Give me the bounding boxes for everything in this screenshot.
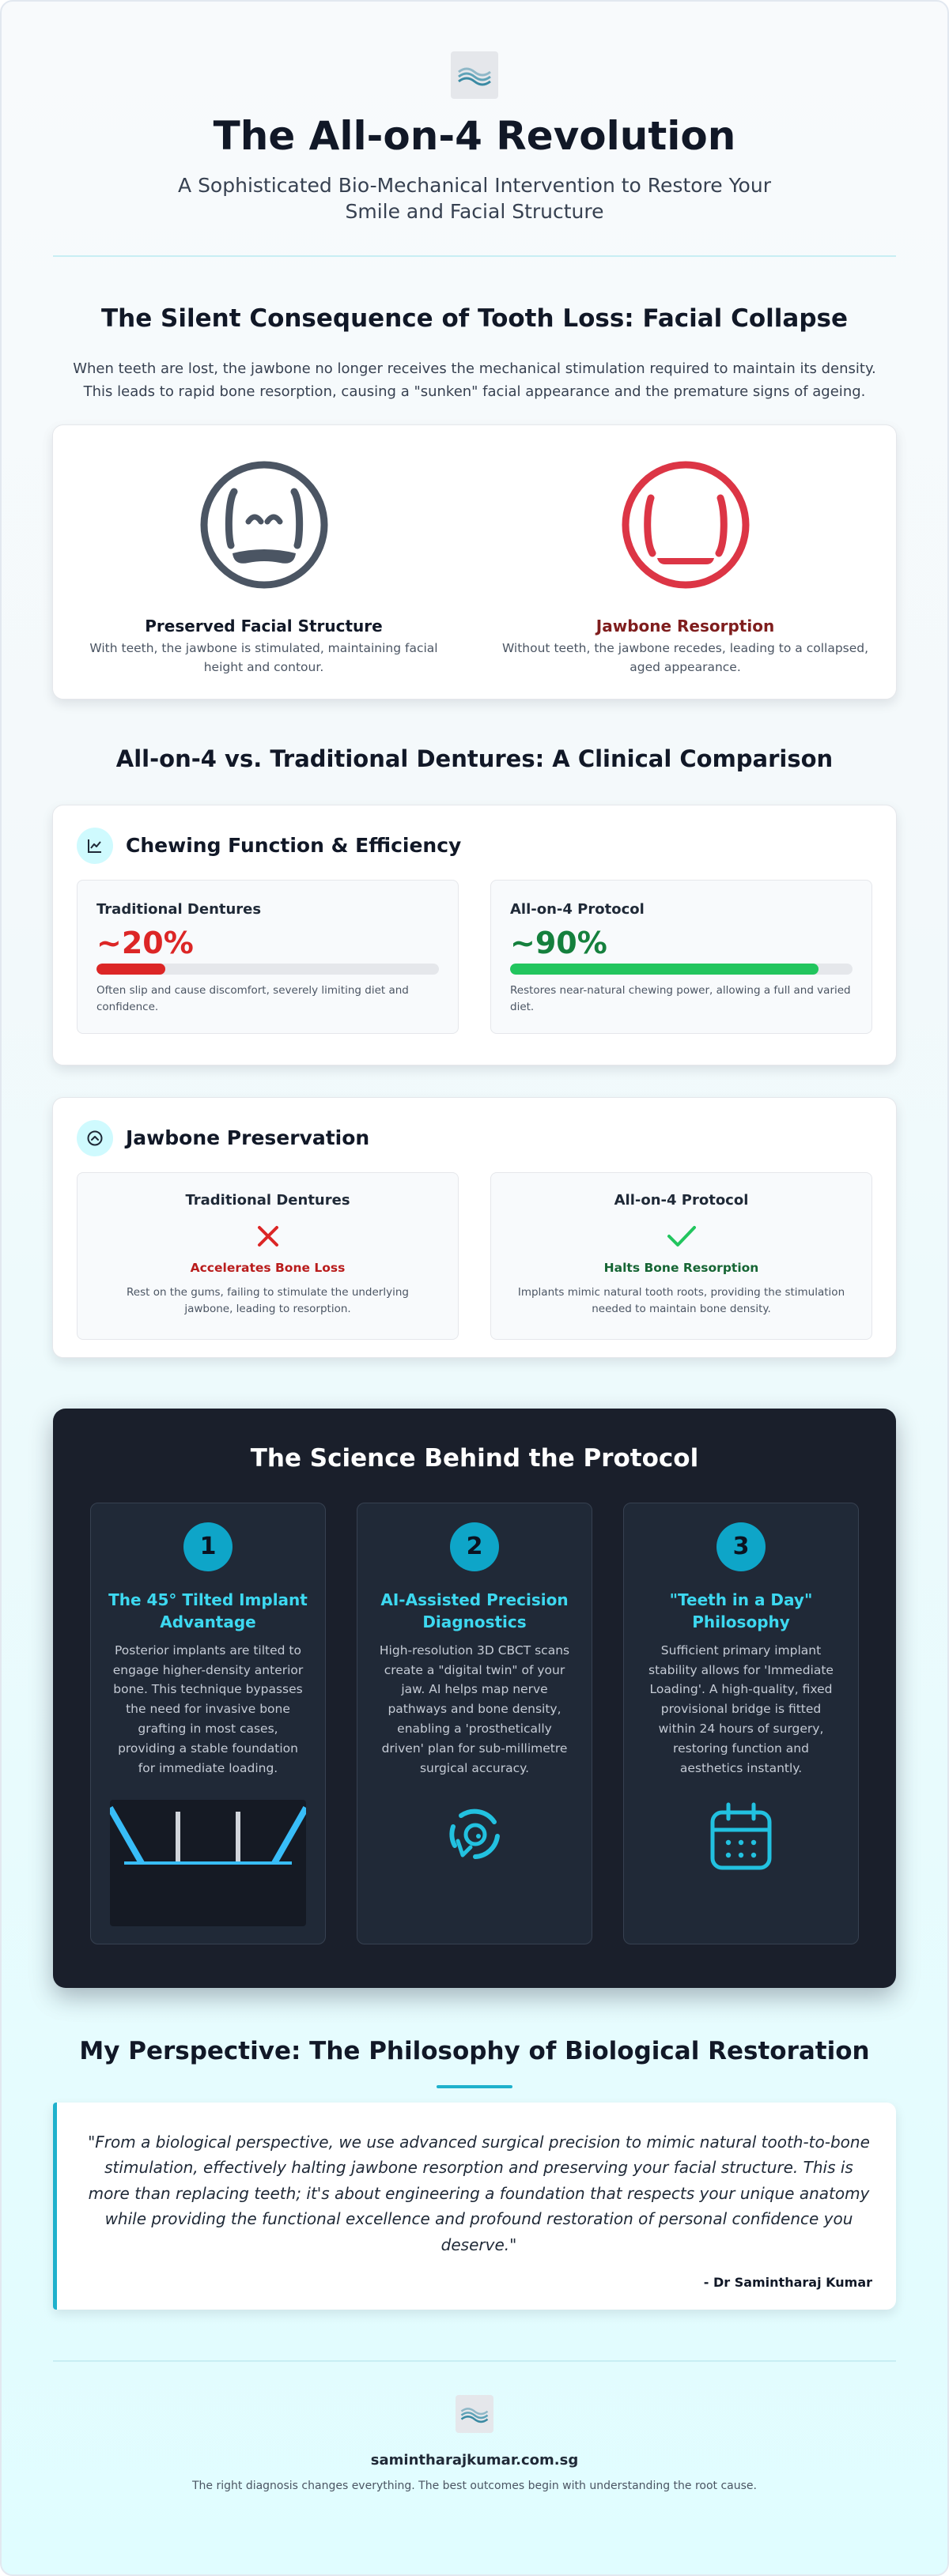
preserved-face-description: With teeth, the jawbone is stimulated, m… <box>89 641 438 675</box>
page-subtitle: A Sophisticated Bio-Mechanical Intervent… <box>178 174 771 224</box>
step-title-1: The 45° Tilted Implant Advantage <box>108 1590 308 1631</box>
footer-tagline: The right diagnosis changes everything. … <box>191 2480 757 2493</box>
chewing-traditional-description: Often slip and cause discomfort, severel… <box>96 983 409 1013</box>
jawbone-traditional-description: Rest on the gums, failing to stimulate t… <box>127 1285 409 1315</box>
science-step-3: 3 "Teeth in a Day" Philosophy Sufficient… <box>623 1502 859 1944</box>
jawbone-traditional-label: Traditional Dentures <box>185 1191 350 1209</box>
step-number-3: 3 <box>716 1522 766 1571</box>
chewing-traditional-bar-fill <box>96 963 165 975</box>
jawbone-allon4-panel: All-on-4 Protocol Halts Bone Resorption … <box>490 1171 872 1340</box>
chewing-allon4-bar <box>510 963 853 975</box>
chewing-allon4-value: ~90% <box>510 925 607 960</box>
science-step-2: 2 AI-Assisted Precision Diagnostics High… <box>357 1502 592 1944</box>
jawbone-allon4-label: All-on-4 Protocol <box>614 1191 749 1209</box>
footer-wave-logo-icon <box>456 2395 493 2434</box>
perspective-quote-card: "From a biological perspective, we use a… <box>53 2103 896 2310</box>
chewing-traditional-bar <box>96 963 439 975</box>
tilted-implants-diagram <box>107 1799 309 1926</box>
jawbone-card-title: Jawbone Preservation <box>126 1126 370 1150</box>
jawbone-preservation-card: Jawbone Preservation Traditional Denture… <box>52 1096 897 1358</box>
step-text-3: Sufficient primary implant stability all… <box>648 1643 834 1775</box>
preserved-face-column: Preserved Facial Structure With teeth, t… <box>53 425 475 699</box>
chewing-traditional-value: ~20% <box>96 925 194 960</box>
check-icon <box>491 1223 871 1253</box>
comparison-heading: All-on-4 vs. Traditional Dentures: A Cli… <box>115 745 834 773</box>
page-title: The All-on-4 Revolution <box>213 113 736 159</box>
scan-target-icon <box>357 1798 592 1873</box>
calendar-icon <box>624 1800 858 1877</box>
header-divider <box>53 255 896 257</box>
resorption-face-column: Jawbone Resorption Without teeth, the ja… <box>475 425 896 699</box>
chewing-traditional-label: Traditional Dentures <box>96 900 262 918</box>
jawbone-traditional-status: Accelerates Bone Loss <box>190 1260 346 1275</box>
cross-icon <box>78 1223 458 1253</box>
preserved-face-label: Preserved Facial Structure <box>145 617 383 636</box>
perspective-heading: My Perspective: The Philosophy of Biolog… <box>79 2036 870 2065</box>
chewing-function-card: Chewing Function & Efficiency Traditiona… <box>52 804 897 1065</box>
smiling-face-icon <box>53 460 475 593</box>
facial-collapse-heading: The Silent Consequence of Tooth Loss: Fa… <box>101 304 848 333</box>
perspective-underline <box>437 2085 512 2089</box>
wave-logo-icon <box>451 51 498 99</box>
resorption-face-description: Without teeth, the jawbone recedes, lead… <box>501 641 869 675</box>
step-title-3: "Teeth in a Day" Philosophy <box>669 1590 813 1631</box>
chewing-traditional-panel: Traditional Dentures ~20% Often slip and… <box>77 879 459 1034</box>
chewing-allon4-description: Restores near-natural chewing power, all… <box>510 983 851 1013</box>
science-heading: The Science Behind the Protocol <box>250 1443 699 1473</box>
science-step-1: 1 The 45° Tilted Implant Advantage Poste… <box>90 1502 326 1944</box>
step-number-2: 2 <box>450 1522 499 1571</box>
facial-collapse-description: When teeth are lost, the jawbone no long… <box>73 360 876 401</box>
step-text-2: High-resolution 3D CBCT scans create a "… <box>379 1643 570 1775</box>
perspective-quote: "From a biological perspective, we use a… <box>88 2133 870 2254</box>
facial-comparison-card: Preserved Facial Structure With teeth, t… <box>52 424 897 700</box>
step-text-1: Posterior implants are tilted to engage … <box>112 1643 304 1775</box>
jawbone-allon4-status: Halts Bone Resorption <box>603 1260 759 1275</box>
footer-divider <box>53 2360 896 2363</box>
chewing-allon4-bar-fill <box>510 963 819 975</box>
jawbone-allon4-description: Implants mimic natural tooth roots, prov… <box>517 1285 845 1315</box>
chewing-card-title: Chewing Function & Efficiency <box>126 834 462 858</box>
perspective-author: - Dr Samintharaj Kumar <box>703 2275 872 2290</box>
chewing-allon4-label: All-on-4 Protocol <box>510 900 645 918</box>
step-title-2: AI-Assisted Precision Diagnostics <box>380 1590 569 1631</box>
chewing-allon4-panel: All-on-4 Protocol ~90% Restores near-nat… <box>490 879 872 1034</box>
collapsed-face-icon <box>475 460 896 593</box>
line-chart-icon <box>77 827 113 864</box>
footer-website-link[interactable]: samintharajkumar.com.sg <box>370 2452 579 2469</box>
jawbone-traditional-panel: Traditional Dentures Accelerates Bone Lo… <box>77 1171 459 1340</box>
resorption-face-label: Jawbone Resorption <box>595 617 775 636</box>
science-section: The Science Behind the Protocol 1 The 45… <box>53 1408 896 1988</box>
chevron-up-circle-icon <box>77 1119 113 1156</box>
step-number-1: 1 <box>183 1522 233 1571</box>
